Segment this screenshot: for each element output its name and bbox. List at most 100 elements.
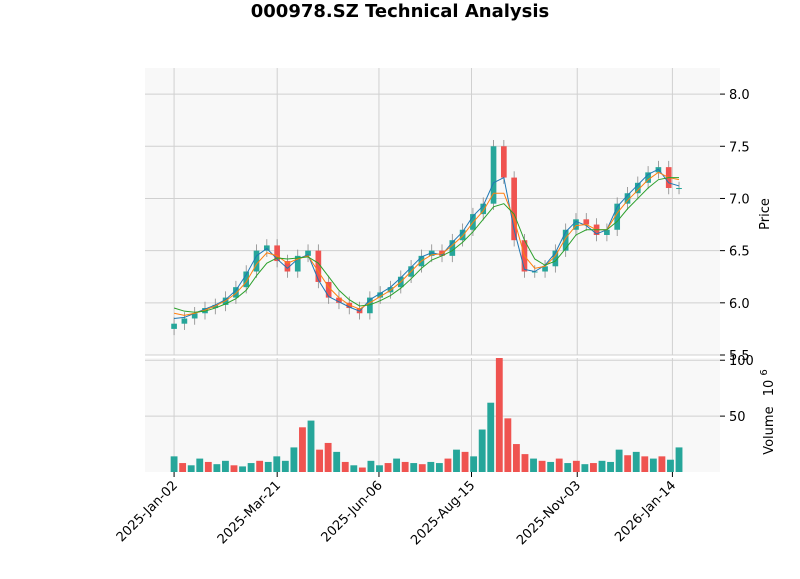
volume-bar bbox=[247, 463, 255, 472]
candle-body bbox=[501, 146, 507, 178]
chart-title: 000978.SZ Technical Analysis bbox=[251, 1, 549, 22]
volume-bar bbox=[418, 464, 426, 472]
x-tick-label: 2025-Aug-15 bbox=[408, 478, 478, 548]
candle-body bbox=[171, 323, 177, 329]
moving-average-line bbox=[173, 171, 680, 316]
price-moving-averages bbox=[173, 168, 680, 319]
candle-body bbox=[315, 250, 322, 282]
volume-bar bbox=[316, 449, 323, 472]
volume-bar bbox=[401, 461, 409, 472]
x-tick-label: 2025-Jun-06 bbox=[319, 478, 386, 545]
volume-bar bbox=[607, 461, 614, 472]
volume-bar bbox=[358, 467, 366, 472]
volume-bar bbox=[521, 454, 529, 472]
x-axis: 2025-Jan-02 2025-Mar-21 2025-Jun-06 2025-Au… bbox=[114, 472, 679, 548]
volume-axis-label: Volume bbox=[762, 406, 777, 454]
volume-axis-label-group: Volume 10 6 bbox=[759, 369, 777, 455]
volume-bar bbox=[512, 444, 520, 472]
candle-body bbox=[480, 203, 487, 215]
volume-bar bbox=[453, 449, 460, 472]
price-tick-label: 7.0 bbox=[729, 192, 750, 207]
candle-body bbox=[624, 193, 631, 204]
price-tick-label: 5.5 bbox=[729, 349, 750, 364]
volume-bar bbox=[649, 458, 657, 472]
volume-bar bbox=[204, 461, 212, 472]
candle-body bbox=[325, 281, 332, 298]
volume-bar bbox=[590, 463, 597, 472]
volume-bar bbox=[324, 442, 332, 472]
price-tick-label: 8.0 bbox=[729, 88, 750, 103]
price-tick-label: 7.5 bbox=[729, 140, 750, 155]
volume-bar bbox=[555, 458, 563, 472]
candle-body bbox=[274, 245, 280, 262]
svg-text:Volume 10: Volume 10 6 bbox=[759, 369, 777, 455]
volume-tick-label: 100 bbox=[729, 354, 754, 369]
volume-panel: 50 100 Volume 10 6 bbox=[145, 354, 777, 472]
candle-body bbox=[614, 203, 621, 230]
candle-body bbox=[562, 229, 569, 251]
volume-bars bbox=[170, 358, 683, 472]
moving-average-line bbox=[173, 177, 680, 313]
volume-bar bbox=[230, 465, 238, 472]
volume-bar bbox=[632, 451, 640, 472]
volume-bar bbox=[410, 463, 418, 472]
volume-bar bbox=[256, 460, 264, 472]
candle-body bbox=[243, 271, 250, 288]
price-tick-label: 6.0 bbox=[729, 297, 750, 312]
volume-bar bbox=[393, 458, 401, 472]
volume-tick-label: 50 bbox=[729, 410, 746, 425]
price-y-ticks: 5.5 6.0 6.5 7.0 7.5 8.0 bbox=[720, 88, 750, 364]
price-grid bbox=[145, 68, 720, 356]
volume-bar bbox=[350, 465, 358, 472]
candle-body bbox=[583, 219, 590, 225]
volume-bar bbox=[547, 461, 555, 472]
volume-bar bbox=[504, 418, 512, 472]
volume-bar bbox=[564, 463, 572, 472]
price-tick-label: 6.5 bbox=[729, 245, 750, 260]
candle-body bbox=[573, 219, 579, 230]
candle-body bbox=[233, 287, 239, 298]
candle-body bbox=[336, 297, 342, 303]
volume-bar bbox=[307, 420, 315, 472]
volume-y-ticks: 50 100 bbox=[720, 354, 754, 425]
volume-bar bbox=[658, 456, 666, 472]
price-panel-background bbox=[145, 68, 720, 355]
volume-bar bbox=[264, 461, 272, 472]
volume-bar bbox=[581, 464, 589, 472]
candle-body bbox=[542, 266, 548, 272]
candle-body bbox=[377, 292, 384, 298]
volume-bar bbox=[187, 465, 195, 472]
volume-bar bbox=[333, 451, 341, 472]
x-tick-label: 2025-Nov-03 bbox=[514, 478, 584, 548]
volume-bar bbox=[444, 458, 452, 472]
volume-bar bbox=[170, 456, 178, 472]
candle-body bbox=[490, 146, 497, 204]
volume-bar bbox=[239, 466, 246, 472]
candle-body bbox=[367, 297, 373, 314]
volume-bar bbox=[427, 461, 435, 472]
volume-panel-background bbox=[145, 358, 720, 472]
candle-body bbox=[305, 250, 311, 256]
volume-bar bbox=[615, 449, 623, 472]
volume-bar bbox=[538, 460, 546, 472]
volume-bar bbox=[341, 461, 349, 472]
candle-body bbox=[449, 240, 456, 256]
volume-bar bbox=[470, 456, 478, 472]
volume-bar bbox=[281, 460, 289, 472]
candle-body bbox=[634, 182, 641, 194]
candle-body bbox=[459, 229, 466, 241]
candle-body bbox=[284, 261, 291, 272]
volume-bar bbox=[530, 458, 537, 472]
price-panel: 5.5 6.0 6.5 7.0 7.5 8.0 Price bbox=[145, 68, 773, 364]
volume-bar bbox=[273, 456, 281, 472]
volume-bar bbox=[478, 429, 486, 472]
volume-bar bbox=[641, 456, 649, 472]
moving-average-line bbox=[174, 168, 680, 319]
volume-bar bbox=[290, 447, 298, 472]
candle-body bbox=[181, 318, 188, 324]
volume-bar bbox=[222, 460, 229, 472]
price-axis-label: Price bbox=[758, 198, 773, 230]
candle-body bbox=[253, 250, 260, 272]
